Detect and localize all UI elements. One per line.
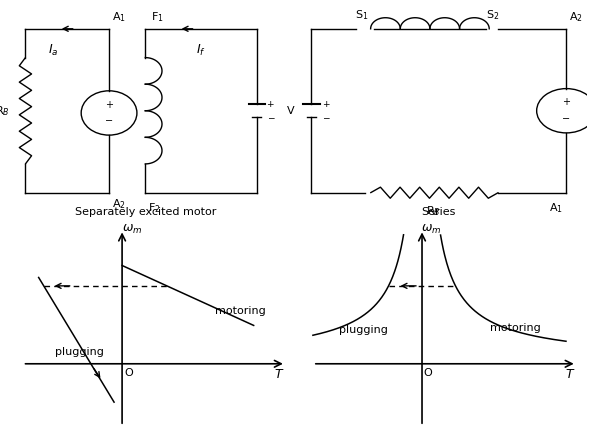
Text: $\omega_m$: $\omega_m$ bbox=[122, 222, 142, 236]
Text: A$_1$: A$_1$ bbox=[549, 202, 563, 215]
Text: plugging: plugging bbox=[339, 325, 388, 335]
Text: O: O bbox=[424, 369, 432, 378]
Text: motoring: motoring bbox=[490, 323, 541, 333]
Text: −: − bbox=[105, 117, 113, 126]
Text: Separately excited motor: Separately excited motor bbox=[75, 207, 216, 217]
Text: A$_1$: A$_1$ bbox=[112, 11, 126, 24]
Text: plugging: plugging bbox=[55, 347, 104, 357]
Text: motoring: motoring bbox=[215, 306, 266, 316]
Text: +: + bbox=[105, 100, 113, 109]
Text: R$_B$: R$_B$ bbox=[426, 204, 440, 218]
Text: I$_a$: I$_a$ bbox=[48, 43, 59, 58]
Text: $T$: $T$ bbox=[274, 368, 285, 381]
Text: +: + bbox=[266, 100, 274, 109]
Text: +: + bbox=[562, 97, 570, 107]
Text: $\omega_m$: $\omega_m$ bbox=[421, 222, 441, 236]
Text: A$_2$: A$_2$ bbox=[112, 197, 126, 211]
Text: +: + bbox=[321, 100, 329, 109]
Text: F$_2$: F$_2$ bbox=[148, 202, 161, 215]
Text: S$_2$: S$_2$ bbox=[486, 8, 499, 22]
Text: V: V bbox=[288, 106, 295, 116]
Text: F$_1$: F$_1$ bbox=[151, 11, 164, 24]
Text: S$_1$: S$_1$ bbox=[355, 8, 368, 22]
Text: R$_B$: R$_B$ bbox=[0, 104, 10, 118]
Text: I$_f$: I$_f$ bbox=[196, 43, 206, 58]
Text: O: O bbox=[124, 369, 133, 378]
Text: A$_2$: A$_2$ bbox=[569, 11, 583, 24]
Text: −: − bbox=[562, 114, 570, 124]
Text: Series: Series bbox=[422, 207, 456, 217]
Text: $T$: $T$ bbox=[565, 368, 576, 381]
Text: −: − bbox=[321, 113, 329, 122]
Text: −: − bbox=[266, 113, 274, 122]
